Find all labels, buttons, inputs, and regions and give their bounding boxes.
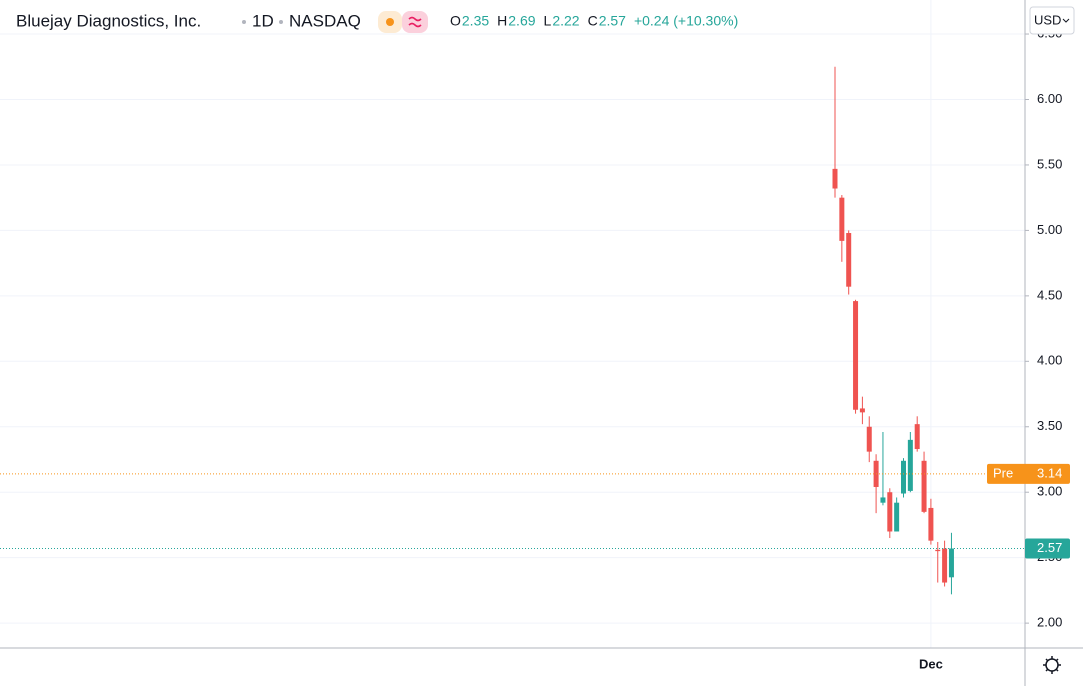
interval: 1D: [252, 11, 274, 30]
candle-body: [866, 426, 872, 452]
grid: [0, 0, 1025, 648]
candle-body: [894, 502, 900, 532]
y-tick-label: 5.00: [1037, 222, 1062, 237]
candle-body: [859, 408, 865, 413]
candle-body: [914, 424, 920, 450]
candle-body: [846, 233, 852, 287]
y-tick-label: 6.00: [1037, 91, 1062, 106]
ohlc-value: 2.69: [508, 13, 535, 29]
candle-body: [921, 460, 927, 512]
candle-body: [935, 549, 941, 552]
y-tick-label: 3.50: [1037, 418, 1062, 433]
candle-body: [832, 168, 838, 189]
change: +0.24 (+10.30%): [634, 13, 738, 29]
y-tick-label: 2.00: [1037, 615, 1062, 630]
price-tag: [1025, 538, 1070, 559]
ohlc-legend: O 2.35 H 2.69 L 2.22 C 2.57 +0.24 (+10.30%): [450, 13, 738, 29]
y-tick-label: 5.50: [1037, 156, 1062, 171]
price-tag-value: 2.57: [1037, 540, 1062, 555]
candle-body: [928, 507, 934, 541]
y-tick-label: 4.00: [1037, 353, 1062, 368]
exchange: NASDAQ: [289, 11, 361, 30]
candle-body: [880, 497, 886, 503]
candle-body: [887, 492, 893, 532]
currency: USD: [1034, 12, 1061, 27]
header: Bluejay Diagnostics, Inc. 1D NASDAQ O 2.3…: [16, 11, 738, 33]
candle-body: [901, 460, 906, 494]
gear-teeth: [1043, 656, 1061, 674]
ohlc-label: C: [588, 13, 598, 29]
symbol-title: Bluejay Diagnostics, Inc.: [16, 11, 201, 30]
price-tag-value: 3.14: [1037, 465, 1062, 480]
ohlc-value: 2.57: [599, 13, 626, 29]
ohlc-label: L: [544, 13, 552, 29]
ohlc-label: H: [497, 13, 507, 29]
ohlc-value: 2.22: [552, 13, 579, 29]
currency-button[interactable]: [1029, 6, 1075, 35]
separator: [242, 20, 246, 24]
y-tick-label: 3.00: [1037, 484, 1062, 499]
candle-body: [942, 548, 948, 583]
y-tick-label: 4.50: [1037, 287, 1062, 302]
price-tag: [987, 463, 1070, 484]
dropdown-caret: [1062, 18, 1070, 23]
axes: 2.002.503.003.504.004.505.005.506.006.50…: [919, 25, 1070, 671]
settings-icon[interactable]: [1043, 656, 1061, 674]
candle-body: [948, 548, 954, 578]
x-tick-label: Dec: [919, 656, 943, 671]
candles: [0, 66, 1025, 595]
candle-body: [839, 197, 845, 241]
separator: [279, 20, 283, 24]
candle-body: [907, 439, 913, 491]
sun-icon: [386, 18, 394, 26]
price-tag-label: Pre: [993, 465, 1013, 480]
ohlc-value: 2.35: [462, 13, 489, 29]
candle-body: [853, 301, 859, 410]
delay-icon[interactable]: [402, 11, 428, 33]
ohlc-label: O: [450, 13, 461, 29]
approx-icon: [408, 16, 422, 28]
